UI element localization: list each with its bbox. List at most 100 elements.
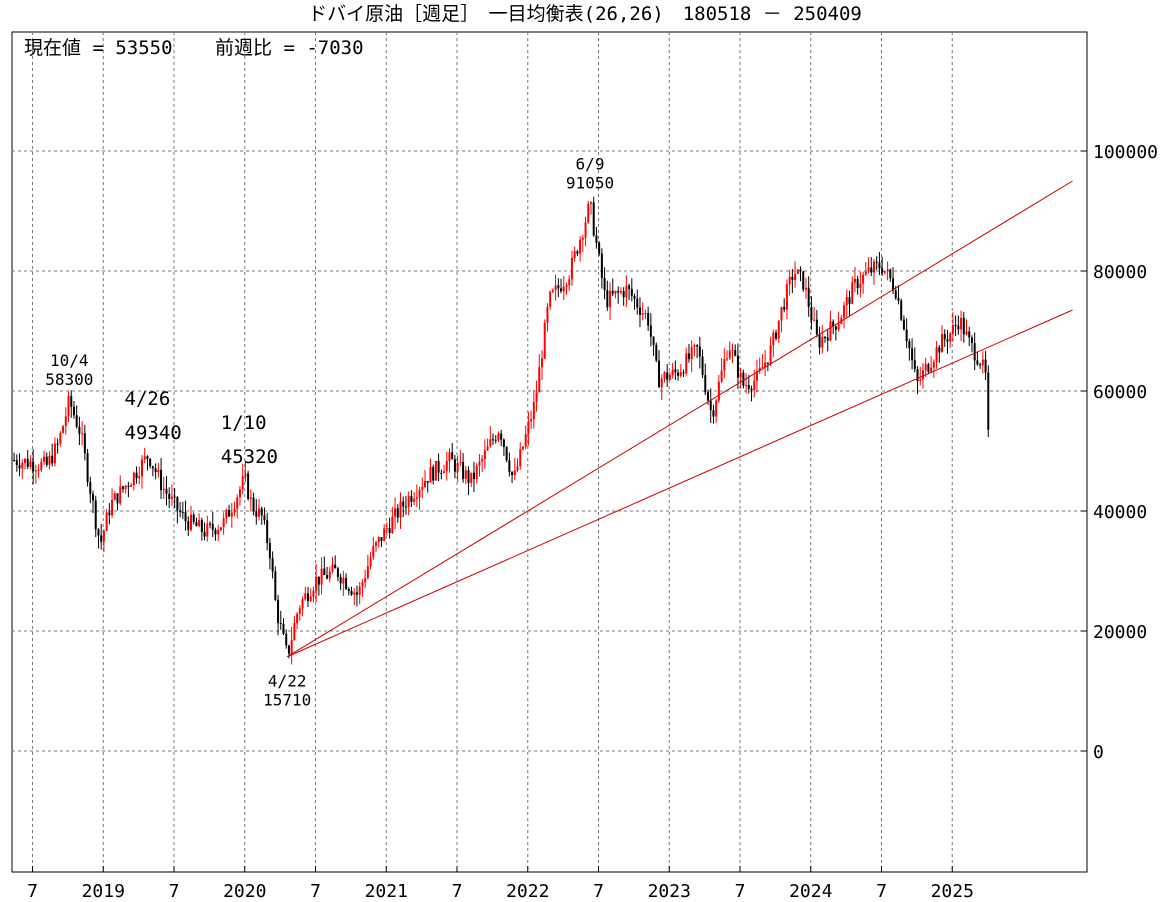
candle-up xyxy=(565,282,568,295)
candle-down xyxy=(970,335,973,353)
candle-down xyxy=(402,496,405,517)
candle-up xyxy=(258,499,261,521)
candle-down xyxy=(747,375,750,394)
y-tick-label: 20000 xyxy=(1093,622,1147,643)
candle-body xyxy=(304,593,307,600)
candle-body xyxy=(832,321,835,327)
candle-body xyxy=(712,410,715,417)
candle-body xyxy=(198,520,201,527)
candle-body xyxy=(18,465,21,469)
candle-body xyxy=(976,360,979,365)
candle-body xyxy=(225,509,228,519)
candle-down xyxy=(453,454,456,479)
candle-down xyxy=(336,566,339,582)
candle-body xyxy=(614,290,617,294)
candle-down xyxy=(636,289,639,315)
candle-body xyxy=(603,277,606,291)
candle-down xyxy=(100,523,103,550)
candle-up xyxy=(853,266,856,293)
candle-body xyxy=(788,276,791,285)
candle-body xyxy=(617,290,620,293)
candle-down xyxy=(603,267,606,300)
candle-down xyxy=(108,503,111,525)
candle-body xyxy=(394,508,397,517)
candle-body xyxy=(870,267,873,273)
candle-body xyxy=(595,235,598,244)
candle-up xyxy=(644,309,647,320)
candle-body xyxy=(181,512,184,514)
trendline xyxy=(286,180,1073,658)
candle-up xyxy=(375,540,378,552)
candle-up xyxy=(328,566,331,583)
candle-body xyxy=(492,439,495,441)
candle-body xyxy=(355,592,358,595)
candle-down xyxy=(282,618,285,636)
candle-body xyxy=(796,269,799,274)
weekly-change-label: 前週比 = -7030 xyxy=(215,37,364,59)
candle-up xyxy=(794,261,797,288)
candle-down xyxy=(18,453,21,477)
x-tick-label: 7 xyxy=(735,881,746,902)
candle-up xyxy=(64,407,67,435)
candle-up xyxy=(883,270,886,275)
candle-down xyxy=(146,455,149,471)
candle-up xyxy=(23,457,26,470)
candle-body xyxy=(146,456,149,459)
candle-down xyxy=(184,500,187,531)
candle-body xyxy=(682,372,685,374)
candle-body xyxy=(301,599,304,609)
candle-body xyxy=(949,333,952,342)
candle-up xyxy=(924,357,927,378)
candle-body xyxy=(826,337,829,341)
candle-up xyxy=(772,329,775,358)
candle-body xyxy=(72,406,75,416)
candle-body xyxy=(696,345,699,347)
candle-body xyxy=(483,450,486,459)
candle-body xyxy=(21,462,24,469)
candle-down xyxy=(674,360,677,380)
candle-body xyxy=(848,297,851,304)
candle-down xyxy=(655,342,658,363)
candle-body xyxy=(375,542,378,546)
candle-down xyxy=(426,480,429,493)
candle-body xyxy=(233,508,236,513)
candle-up xyxy=(584,216,587,247)
candle-up xyxy=(872,259,875,285)
candle-up xyxy=(475,462,478,484)
candle-up xyxy=(369,552,372,570)
candle-up xyxy=(965,319,968,336)
candle-up xyxy=(845,289,848,318)
candle-body xyxy=(287,645,290,654)
candle-up xyxy=(554,274,557,301)
candle-down xyxy=(666,364,669,387)
candle-body xyxy=(249,497,252,499)
candle-body xyxy=(309,596,312,601)
candle-body xyxy=(140,459,143,477)
candle-body xyxy=(557,285,560,289)
candle-body xyxy=(570,257,573,280)
candle-down xyxy=(135,466,138,484)
candle-up xyxy=(132,471,135,491)
candle-down xyxy=(973,332,976,371)
candle-up xyxy=(862,271,865,294)
candle-body xyxy=(489,439,492,447)
candle-body xyxy=(271,558,274,572)
candle-up xyxy=(625,275,628,307)
candle-body xyxy=(135,472,138,479)
candle-up xyxy=(67,391,70,423)
candle-up xyxy=(342,570,345,596)
candle-body xyxy=(589,202,592,204)
candle-body xyxy=(83,433,86,454)
candle-up xyxy=(366,554,369,580)
candle-down xyxy=(467,466,470,496)
candle-body xyxy=(709,400,712,411)
candle-up xyxy=(821,325,824,354)
candle-body xyxy=(747,384,750,389)
candle-up xyxy=(513,457,516,481)
annotation-date: 6/9 xyxy=(576,155,605,174)
candle-down xyxy=(802,271,805,292)
candle-down xyxy=(848,290,851,316)
candle-up xyxy=(521,446,524,451)
plot-frame xyxy=(11,31,1088,873)
candle-down xyxy=(279,610,282,630)
